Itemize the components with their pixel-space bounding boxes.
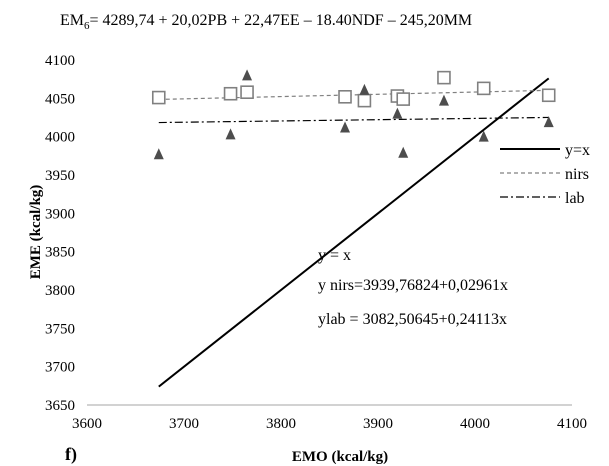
y-tick-label: 3900: [45, 206, 75, 222]
legend: y=x nirs lab: [500, 142, 590, 207]
square-marker: [357, 93, 372, 108]
chart-title: EM6= 4289,74 + 20,02PB + 22,47EE – 18.40…: [60, 12, 472, 32]
x-tick-label: 3800: [266, 416, 296, 432]
triangle-marker: [225, 128, 236, 140]
triangle-marker: [359, 83, 370, 95]
square-marker: [396, 92, 411, 106]
data-points: [151, 69, 556, 160]
triangle-marker: [478, 130, 489, 142]
x-axis-title: EMO (kcal/kg): [292, 449, 388, 465]
triangle-marker: [398, 146, 409, 158]
y-tick-label: 3800: [45, 283, 75, 299]
y-tick-labels: 3650 3700 3750 3800 3850 3900 3950 4000 4050 4100: [45, 53, 75, 414]
annotation-nirs: y nirs=3939,76824+0,02961x: [318, 277, 508, 294]
x-tick-label: 3600: [72, 416, 102, 432]
x-tick-labels: 3600 3700 3800 3900 4000 4100: [72, 416, 587, 432]
panel-label: f): [65, 444, 77, 465]
y-tick-label: 3650: [45, 398, 75, 414]
chart-title-rest: = 4289,74 + 20,02PB + 22,47EE – 18.40NDF…: [90, 12, 473, 29]
square-marker: [240, 85, 254, 99]
square-marker: [223, 86, 238, 101]
square-marker: [476, 81, 491, 96]
y-tick-label: 3950: [45, 168, 75, 184]
x-tick-label: 3700: [169, 416, 199, 432]
annotation-lab: ylab = 3082,50645+0,24113x: [318, 311, 507, 328]
triangle-marker: [340, 121, 351, 133]
y-tick-label: 3850: [45, 245, 75, 261]
y-tick-label: 4050: [45, 91, 75, 107]
chart-title-subscript: 6: [84, 20, 90, 32]
square-marker: [437, 70, 451, 85]
triangle-marker: [543, 116, 554, 128]
annotation-yx: y = x: [318, 247, 351, 264]
square-marker: [541, 88, 556, 103]
x-tick-label: 4000: [460, 416, 490, 432]
triangle-marker: [438, 94, 449, 106]
square-marker: [151, 90, 166, 105]
triangle-marker: [392, 107, 403, 119]
triangle-marker: [242, 69, 253, 81]
y-tick-label: 3700: [45, 360, 75, 376]
line-yx: [158, 77, 550, 388]
triangle-marker: [153, 148, 164, 160]
y-tick-label: 4000: [45, 130, 75, 146]
y-axis-title: EME (kcal/kg): [28, 185, 44, 280]
square-marker: [338, 90, 352, 104]
legend-label-nirs: nirs: [565, 166, 589, 183]
x-tick-label: 3900: [363, 416, 393, 432]
fit-lines: [158, 77, 550, 388]
legend-label-lab: lab: [565, 190, 585, 207]
legend-label-yx: y=x: [565, 142, 590, 159]
line-lab: [158, 116, 549, 124]
y-tick-label: 3750: [45, 321, 75, 337]
y-tick-label: 4100: [45, 53, 75, 69]
x-tick-label: 4100: [557, 416, 587, 432]
chart-title-prefix: EM: [60, 12, 84, 29]
